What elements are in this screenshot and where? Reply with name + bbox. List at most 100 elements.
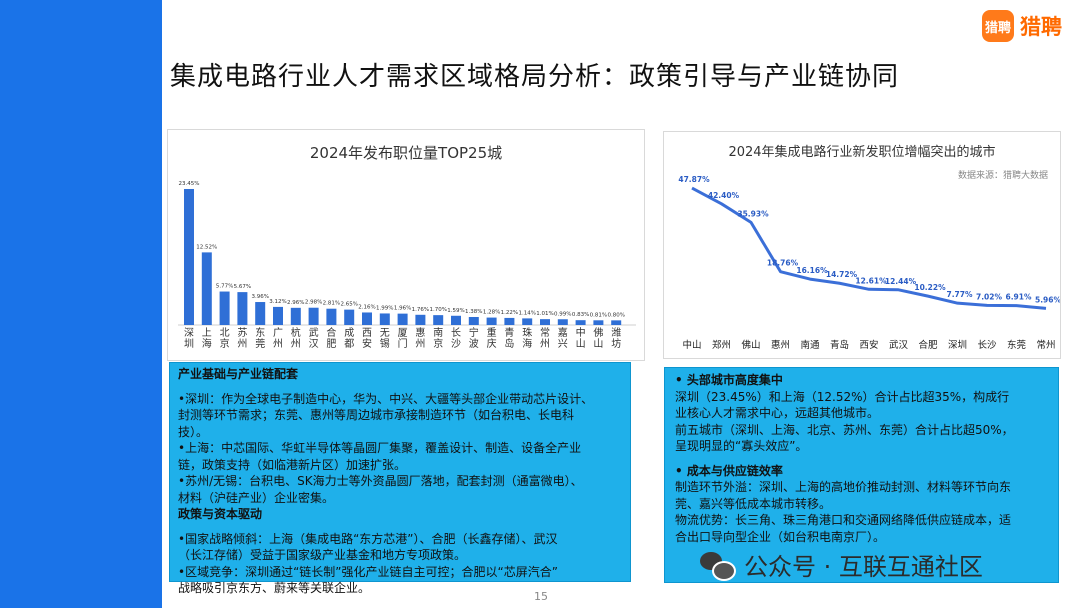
bar-data-label: 3.12% bbox=[269, 299, 286, 305]
bar-tick-label: 东 bbox=[255, 326, 265, 339]
bar-chart: 23.45% 深圳 12.52% 上海 5.77% 北京 5.67% 苏州 3.96% 东莞 3.1… bbox=[178, 181, 636, 350]
panel-text-line: 前五城市（深圳、上海、北京、苏州、东莞）合计占比超50%， bbox=[675, 422, 1014, 437]
bar-data-label: 1.96% bbox=[394, 306, 411, 312]
line-data-label: 7.77% bbox=[946, 290, 973, 299]
wechat-icon bbox=[700, 550, 736, 581]
bar-data-label: 0.83% bbox=[572, 312, 589, 318]
panel-text-line: 材料（沪硅产业）企业密集。 bbox=[178, 490, 335, 505]
bar-tick-label: 庆 bbox=[487, 337, 497, 350]
line-tick-label: 西安 bbox=[859, 339, 878, 351]
bar-tick-label: 都 bbox=[344, 338, 354, 350]
page-title: 集成电路行业人才需求区域格局分析：政策引导与产业链协同 bbox=[170, 62, 900, 92]
bar-tick-label: 山 bbox=[593, 338, 603, 350]
bar-tick-label: 山 bbox=[576, 338, 586, 350]
panel-text-line: •深圳：作为全球电子制造中心，华为、中兴、大疆等头部企业带动芯片设计、 bbox=[178, 391, 594, 406]
bar bbox=[237, 292, 248, 325]
line-data-label: 6.91% bbox=[1005, 293, 1032, 302]
line-tick-label: 深圳 bbox=[948, 340, 967, 351]
bar-data-label: 1.22% bbox=[501, 310, 518, 316]
bar bbox=[273, 306, 283, 325]
watermark-text: 公众号 · 互联互通社区 bbox=[744, 553, 983, 581]
panel-heading: 政策与资本驱动 bbox=[178, 507, 263, 521]
bar-data-label: 1.14% bbox=[518, 310, 535, 316]
line-data-label: 16.16% bbox=[796, 266, 828, 275]
bar-data-label: 1.28% bbox=[483, 310, 500, 316]
bar-data-label: 2.81% bbox=[323, 301, 340, 307]
bar-tick-label: 深 bbox=[184, 327, 194, 339]
watermark: 公众号 · 互联互通社区 bbox=[700, 547, 983, 582]
panel-text-line: 合出口导向型企业（如台积电南京厂）。 bbox=[675, 529, 886, 544]
panel-text-line: •上海：中芯国际、华虹半导体等晶圆厂集聚，覆盖设计、制造、设备全产业 bbox=[178, 441, 582, 455]
bar-tick-label: 京 bbox=[220, 337, 230, 350]
bar bbox=[468, 316, 479, 325]
bar-tick-label: 州 bbox=[237, 338, 247, 350]
panel-text-line: （长江存储）受益于国家级产业基金和地方专项政策。 bbox=[178, 548, 467, 562]
left-accent-bar bbox=[0, 0, 162, 608]
line-tick-label: 青岛 bbox=[830, 339, 849, 351]
bar-data-label: 2.16% bbox=[358, 304, 375, 310]
line-data-label: 12.61% bbox=[855, 276, 887, 285]
bar-tick-label: 重 bbox=[487, 326, 497, 339]
bar bbox=[557, 319, 568, 325]
line-tick-label: 东莞 bbox=[1007, 339, 1027, 351]
panel-heading: • 头部城市高度集中 bbox=[675, 373, 783, 387]
panel-text-line: 物流优势：长三角、珠三角港口和交通网络降低供应链成本，适 bbox=[675, 513, 1012, 527]
bar-data-label: 2.96% bbox=[287, 300, 304, 306]
panel-text-line bbox=[675, 455, 1048, 463]
bar bbox=[290, 307, 301, 325]
bar-tick-label: 南 bbox=[433, 326, 443, 339]
bar-tick-label: 圳 bbox=[184, 338, 194, 350]
bar-tick-label: 岛 bbox=[504, 337, 514, 350]
bar bbox=[362, 312, 372, 325]
panel-text-line: 业核心人才需求中心，远超其他城市。 bbox=[675, 406, 880, 420]
panel-text-line: •国家战略倾斜：上海（集成电路“东方芯港”）、合肥（长鑫存储）、武汉 bbox=[178, 531, 558, 546]
line-data-label: 12.44% bbox=[885, 277, 917, 286]
bar-data-label: 0.80% bbox=[607, 312, 624, 318]
bar-tick-label: 北 bbox=[220, 327, 230, 339]
line-tick-label: 中山 bbox=[682, 339, 701, 351]
bar-data-label: 23.45% bbox=[179, 181, 200, 187]
bar-tick-label: 州 bbox=[415, 338, 425, 350]
bar bbox=[451, 315, 461, 325]
bar bbox=[379, 313, 390, 325]
bar-tick-label: 门 bbox=[398, 337, 408, 350]
line-chart-source: 数据来源：猎聘大数据 bbox=[957, 171, 1048, 181]
bar-data-label: 1.01% bbox=[536, 311, 553, 317]
line-tick-label: 惠州 bbox=[771, 339, 790, 351]
panel-text-line bbox=[178, 383, 622, 391]
bar-tick-label: 安 bbox=[362, 337, 372, 350]
brand-badge-icon: 猎聘 bbox=[982, 10, 1014, 42]
bar-data-label: 1.76% bbox=[412, 307, 429, 313]
line-data-label: 18.76% bbox=[767, 259, 799, 268]
bar-tick-label: 汉 bbox=[309, 338, 319, 350]
panel-heading: • 成本与供应链效率 bbox=[675, 463, 783, 478]
bar bbox=[433, 315, 444, 325]
panel-heading: 产业基础与产业链配套 bbox=[178, 367, 299, 381]
panel-text-line: 战略吸引京东方、蔚来等关联企业。 bbox=[178, 581, 371, 595]
bar-tick-label: 常 bbox=[540, 326, 550, 339]
bar-data-label: 1.99% bbox=[376, 305, 393, 311]
bar-tick-label: 青 bbox=[504, 326, 514, 339]
bar-chart-card: 2024年发布职位量TOP25城 23.45% 深圳 12.52% 上海 5.77% 北京… bbox=[167, 129, 645, 361]
line-tick-label: 南通 bbox=[800, 339, 820, 351]
line-data-label: 7.02% bbox=[976, 292, 1003, 301]
bar bbox=[201, 252, 212, 325]
bar bbox=[326, 308, 337, 325]
bar bbox=[540, 319, 550, 325]
bar-tick-label: 长 bbox=[451, 327, 461, 339]
bar-tick-label: 成 bbox=[344, 327, 354, 339]
bar-tick-label: 兴 bbox=[558, 338, 568, 350]
page-number: 15 bbox=[534, 590, 548, 603]
panel-text-line: •苏州/无锡：台积电、SK海力士等外资晶圆厂落地，配套封测（通富微电）、 bbox=[178, 474, 583, 488]
line-data-label: 14.72% bbox=[826, 270, 858, 279]
bar-tick-label: 沙 bbox=[451, 338, 461, 350]
line-tick-label: 合肥 bbox=[918, 339, 938, 351]
line-chart-title: 2024年集成电路行业新发职位增幅突出的城市 bbox=[728, 145, 996, 160]
bar-data-label: 0.99% bbox=[554, 311, 571, 317]
bar-data-label: 1.59% bbox=[447, 308, 464, 314]
line-data-label: 10.22% bbox=[914, 283, 946, 292]
panel-text-line: 制造环节外溢：深圳、上海的高地价推动封测、材料等环节向东 bbox=[675, 480, 1012, 494]
bar-tick-label: 肥 bbox=[326, 338, 336, 350]
bar-data-label: 5.77% bbox=[216, 284, 233, 290]
bar-data-label: 1.70% bbox=[429, 307, 446, 313]
